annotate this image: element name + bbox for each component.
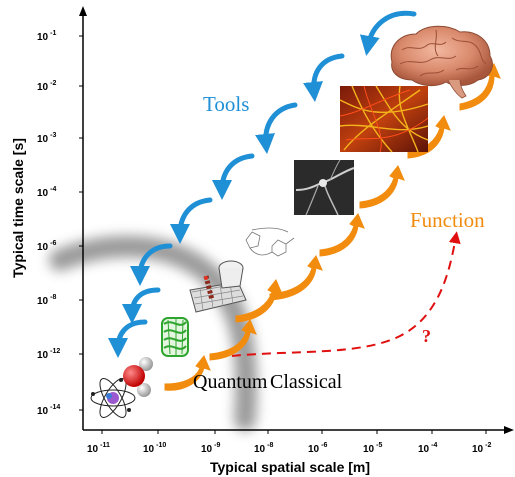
axes <box>79 6 514 434</box>
x-tick-label: 10 -10 <box>143 442 166 455</box>
y-tick-label: 10 -2 <box>37 80 56 93</box>
y-tick-label: 10 -4 <box>37 186 56 199</box>
function-arrow-chain <box>164 63 501 391</box>
x-tick-label: 10 -8 <box>254 442 273 455</box>
x-tick-label: 10 -6 <box>308 442 327 455</box>
x-axis-title: Typical spatial scale [m] <box>210 459 370 475</box>
quantum-classical-boundary <box>49 235 258 431</box>
x-axis-ticks <box>101 430 487 434</box>
tools-label: Tools <box>203 92 249 116</box>
neural-tissue-image <box>339 85 429 153</box>
x-tick-label: 10 -2 <box>472 442 491 455</box>
function-label: Function <box>410 208 485 232</box>
x-tick-label: 10 -4 <box>418 442 437 455</box>
x-tick-label: 10 -9 <box>201 442 220 455</box>
neuron-micrograph <box>294 159 355 216</box>
y-tick-label: 10 -12 <box>37 348 60 361</box>
brain-image <box>390 25 493 99</box>
y-tick-label: 10 -1 <box>37 30 56 43</box>
water-molecule-icon <box>123 357 153 397</box>
x-tick-label: 10 -11 <box>87 442 110 455</box>
quantum-to-function-dashed-arrow <box>231 231 461 357</box>
y-tick-label: 10 -14 <box>37 404 60 417</box>
x-tick-label: 10 -5 <box>363 442 382 455</box>
membrane-channel-icon <box>189 260 247 313</box>
y-tick-label: 10 -6 <box>37 240 56 253</box>
y-tick-label: 10 -8 <box>37 294 56 307</box>
y-axis-title: Typical time scale [s] <box>10 138 26 278</box>
y-tick-label: 10 -3 <box>37 132 56 145</box>
y-axis-ticks <box>79 35 83 411</box>
protein-icon <box>161 317 189 357</box>
tools-arrow-chain <box>108 10 417 358</box>
quantum-label: Quantum <box>193 371 268 393</box>
x-tick-labels: 10 -11 10 -10 10 -9 10 -8 10 -6 10 -5 10 -4 10-… <box>87 442 491 455</box>
classical-label: Classical <box>270 371 343 393</box>
y-tick-labels: 10 -1 10 -2 10 -3 10 -4 10 -6 10 -8 10 -12 10 -1… <box>37 30 60 417</box>
question-mark: ? <box>422 326 431 346</box>
molecule-diagram-icon <box>245 227 295 257</box>
